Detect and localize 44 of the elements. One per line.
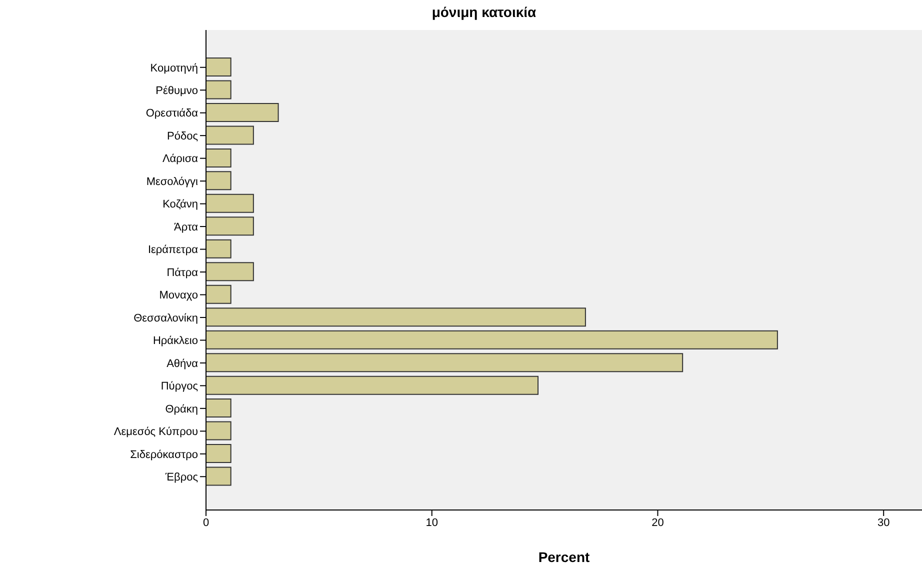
x-tick-label: 20 xyxy=(652,516,664,529)
bar xyxy=(206,80,232,100)
y-tick-label: Σιδερόκαστρο xyxy=(130,448,198,461)
y-tick-label: Ρέθυμνο xyxy=(156,85,198,98)
bar xyxy=(206,216,254,236)
bar xyxy=(206,376,539,395)
y-tick-label: Μεσολόγγι xyxy=(146,176,199,188)
x-axis-title: Percent xyxy=(538,549,590,565)
bar xyxy=(206,262,254,282)
y-tick-label: Αθήνα xyxy=(166,358,199,370)
bar xyxy=(206,466,232,486)
bar xyxy=(206,330,778,350)
y-tick-label: Κοζάνη xyxy=(162,198,198,211)
y-tick-label: Λάρισα xyxy=(162,153,199,166)
y-tick-label: Ρόδος xyxy=(167,130,198,142)
y-tick-label: Θεσσαλονίκη xyxy=(134,312,198,324)
y-tick-label: Πύργος xyxy=(160,380,198,393)
y-tick-label: Έβρος xyxy=(164,472,198,484)
bar xyxy=(206,148,232,168)
y-tick-label: Ηράκλειο xyxy=(152,335,198,348)
bar xyxy=(206,194,254,213)
bar xyxy=(206,171,232,190)
y-tick-label: Πάτρα xyxy=(166,266,199,279)
bar xyxy=(206,284,232,304)
bar xyxy=(206,398,232,418)
bar xyxy=(206,444,232,464)
bar xyxy=(206,126,254,145)
x-tick-label: 10 xyxy=(426,516,438,529)
y-tick-label: Λεμεσός Κύπρου xyxy=(114,426,198,438)
y-tick-label: Μοναχο xyxy=(159,290,198,302)
bar xyxy=(206,102,279,122)
y-tick-label: Ορεστιάδα xyxy=(146,108,199,120)
y-tick-label: Κομοτηνή xyxy=(150,62,198,74)
x-tick-label: 30 xyxy=(877,516,890,529)
y-tick-label: Ιεράπετρα xyxy=(148,244,199,256)
chart-title: μόνιμη κατοικία xyxy=(430,4,538,20)
bar xyxy=(206,58,232,76)
x-tick-label: 0 xyxy=(202,516,210,529)
bar xyxy=(206,308,586,327)
y-tick-label: Θράκη xyxy=(165,403,198,416)
y-tick-label: Άρτα xyxy=(174,221,199,234)
bar xyxy=(206,239,232,258)
bar xyxy=(206,421,232,440)
bar xyxy=(206,353,684,372)
